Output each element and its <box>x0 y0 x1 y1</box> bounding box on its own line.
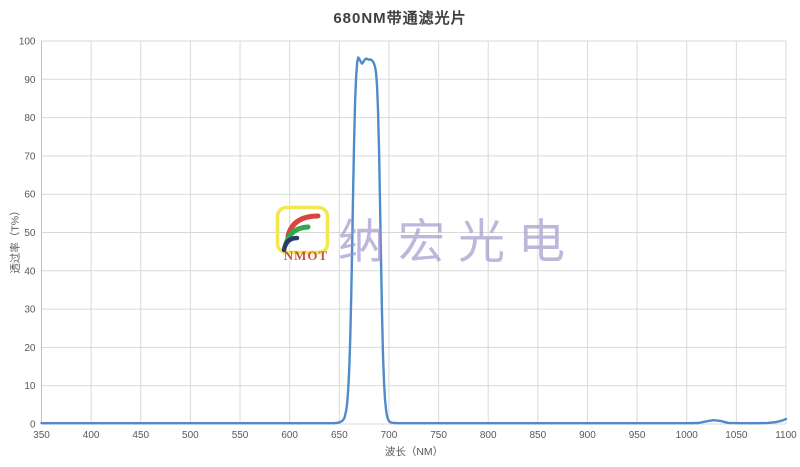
x-tick-label: 650 <box>331 430 348 441</box>
y-tick-label: 70 <box>24 151 36 162</box>
x-tick-label: 600 <box>281 430 298 441</box>
y-tick-label: 30 <box>24 305 36 316</box>
y-tick-label: 60 <box>24 190 36 201</box>
y-axis-title: 透过率（T%） <box>9 205 22 274</box>
x-tick-label: 1000 <box>676 430 699 441</box>
x-tick-label: 800 <box>480 430 497 441</box>
x-tick-label: 1100 <box>775 430 797 441</box>
x-tick-label: 750 <box>430 430 447 441</box>
x-tick-label: 400 <box>83 430 100 441</box>
y-tick-label: 80 <box>24 113 36 124</box>
x-tick-label: 450 <box>132 430 149 441</box>
y-tick-label: 20 <box>24 343 36 354</box>
series-line <box>40 56 788 425</box>
y-tick-label: 50 <box>24 228 36 239</box>
y-tick-label: 10 <box>24 381 36 392</box>
y-tick-label: 90 <box>24 75 36 86</box>
x-tick-label: 500 <box>182 430 199 441</box>
x-tick-label: 700 <box>381 430 398 441</box>
x-tick-label: 550 <box>232 430 249 441</box>
x-tick-label: 850 <box>529 430 546 441</box>
y-tick-label: 100 <box>19 37 36 48</box>
x-tick-label: 1050 <box>725 430 748 441</box>
chart-title: 680NM带通滤光片 <box>333 10 467 27</box>
y-tick-label: 0 <box>30 420 36 431</box>
x-axis-title: 波长（NM） <box>384 446 444 458</box>
y-tick-label: 40 <box>24 266 36 277</box>
x-tick-label: 950 <box>629 430 646 441</box>
x-tick-label: 350 <box>33 430 50 441</box>
x-tick-label: 900 <box>579 430 596 441</box>
